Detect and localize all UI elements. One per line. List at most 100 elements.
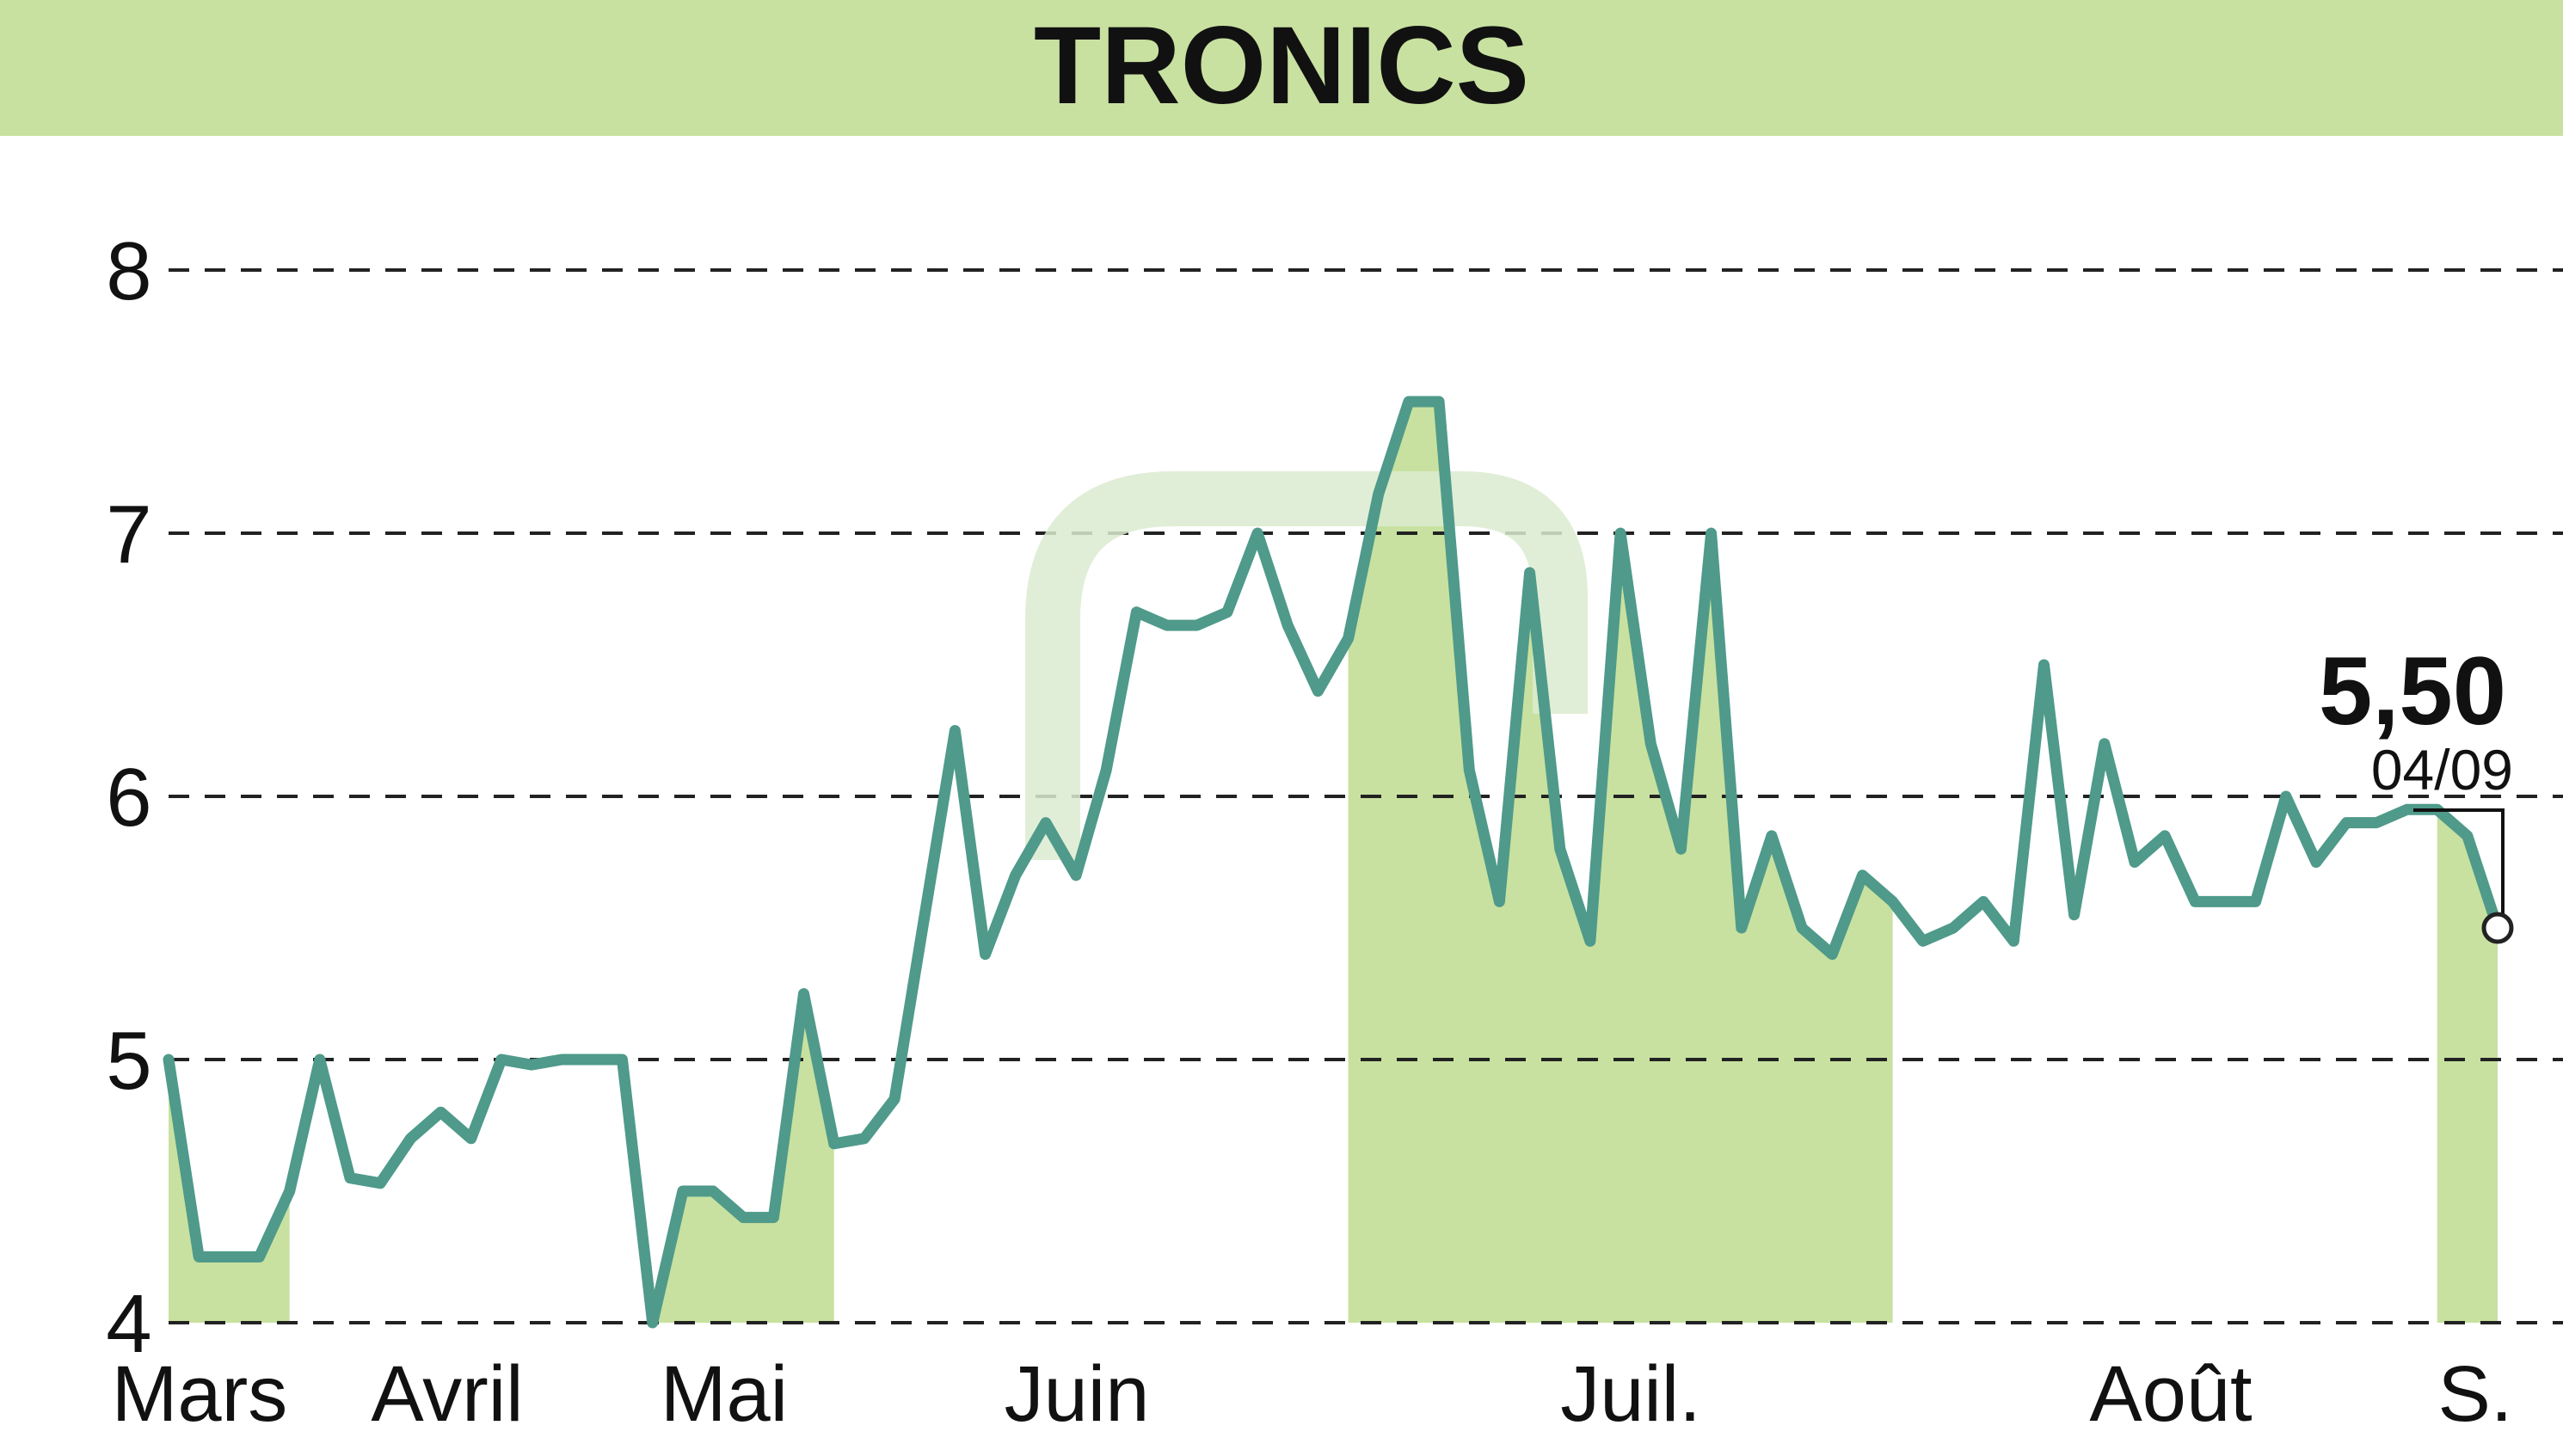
data-point — [1710, 532, 1712, 534]
data-point — [1921, 940, 1924, 943]
data-point — [1982, 900, 1985, 903]
data-point — [1952, 927, 1954, 929]
data-point — [2134, 861, 2136, 863]
data-point — [1014, 874, 1017, 876]
x-tick-label: Mars — [112, 1350, 287, 1438]
data-point — [1891, 900, 1894, 903]
data-point — [318, 1059, 321, 1060]
data-point — [2164, 834, 2167, 837]
data-point — [2224, 900, 2227, 903]
title-bar — [0, 0, 2563, 136]
data-point — [2043, 664, 2045, 666]
data-point — [924, 913, 926, 916]
data-point — [894, 1097, 896, 1100]
price-line — [163, 396, 2504, 1329]
data-point — [168, 1059, 169, 1060]
x-tick-label: Juil. — [1560, 1350, 1701, 1438]
data-point — [2103, 742, 2105, 745]
data-point — [379, 1182, 382, 1184]
data-point — [651, 1322, 654, 1324]
data-point — [561, 1059, 563, 1060]
data-point — [621, 1059, 624, 1060]
data-point — [833, 1142, 835, 1145]
data-point — [1195, 624, 1198, 627]
data-point — [1650, 742, 1652, 745]
data-point — [1498, 900, 1501, 903]
last-value-label: 5,50 — [2319, 637, 2506, 745]
data-point — [1801, 927, 1804, 929]
data-point — [1347, 637, 1349, 640]
data-point — [258, 1256, 261, 1258]
data-point — [772, 1216, 775, 1219]
last-value-dot — [2481, 912, 2514, 944]
month-fill-band — [652, 993, 834, 1323]
data-point — [802, 992, 805, 995]
data-point — [591, 1059, 593, 1060]
data-point — [1680, 848, 1682, 851]
data-point — [1257, 532, 1259, 534]
data-point — [1468, 769, 1471, 771]
data-point — [2073, 913, 2075, 916]
data-point — [1740, 927, 1742, 929]
data-point — [1135, 611, 1138, 613]
chart-title: TRONICS — [1034, 4, 1529, 127]
y-tick-label: 5 — [106, 1015, 151, 1107]
data-point — [1044, 821, 1047, 824]
watermark-arrow — [1025, 471, 1588, 860]
data-point — [500, 1059, 502, 1060]
x-tick-label: Avril — [371, 1350, 523, 1438]
data-point — [2376, 821, 2378, 824]
data-point — [712, 1190, 714, 1192]
data-point — [2254, 900, 2257, 903]
data-point — [1831, 953, 1834, 955]
x-tick-label: Juin — [1005, 1350, 1150, 1438]
data-point — [2406, 808, 2408, 811]
month-fill-band — [2437, 809, 2498, 1323]
y-tick-label: 7 — [106, 488, 151, 581]
data-point — [1287, 624, 1289, 627]
data-point — [1528, 571, 1531, 574]
x-tick-label: S. — [2438, 1350, 2513, 1438]
x-tick-label: Août — [2089, 1350, 2252, 1438]
data-point — [2315, 861, 2317, 863]
data-point — [1438, 401, 1441, 402]
series-layer — [163, 396, 2504, 1329]
y-tick-label: 4 — [106, 1278, 151, 1370]
data-point — [2284, 796, 2287, 797]
data-point — [742, 1216, 745, 1219]
data-point — [1105, 769, 1108, 771]
data-point — [439, 1111, 442, 1114]
data-point — [228, 1256, 230, 1258]
data-point — [1226, 611, 1228, 613]
data-point — [2466, 834, 2468, 837]
data-point — [1317, 690, 1319, 692]
last-date-label: 04/09 — [2371, 738, 2513, 802]
data-point — [349, 1176, 351, 1179]
data-point — [1075, 874, 1078, 876]
data-point — [1558, 848, 1561, 851]
data-point — [681, 1190, 684, 1192]
last-value-bracket — [2413, 808, 2505, 916]
month-fill-layer — [169, 402, 2498, 1323]
x-tick-label: Mai — [661, 1350, 788, 1438]
data-point — [984, 953, 986, 955]
data-point — [954, 729, 956, 732]
y-axis-labels: 4 5 6 7 8 — [106, 225, 151, 1370]
month-fill-band — [1348, 402, 1893, 1323]
last-value-marker — [2413, 808, 2514, 944]
data-point — [409, 1137, 412, 1140]
x-axis-labels: Mars Avril Mai Juin Juil. Août S. — [112, 1350, 2513, 1438]
data-point — [531, 1064, 532, 1066]
data-point — [1620, 532, 1622, 534]
data-point — [470, 1137, 472, 1140]
data-point — [2013, 940, 2015, 943]
y-tick-label: 6 — [106, 752, 151, 844]
data-point — [863, 1137, 865, 1140]
y-tick-label: 8 — [106, 225, 151, 317]
data-point — [2194, 900, 2197, 903]
data-point — [1377, 493, 1380, 495]
data-point — [198, 1256, 200, 1258]
data-point — [1861, 874, 1864, 876]
data-point — [288, 1190, 291, 1192]
